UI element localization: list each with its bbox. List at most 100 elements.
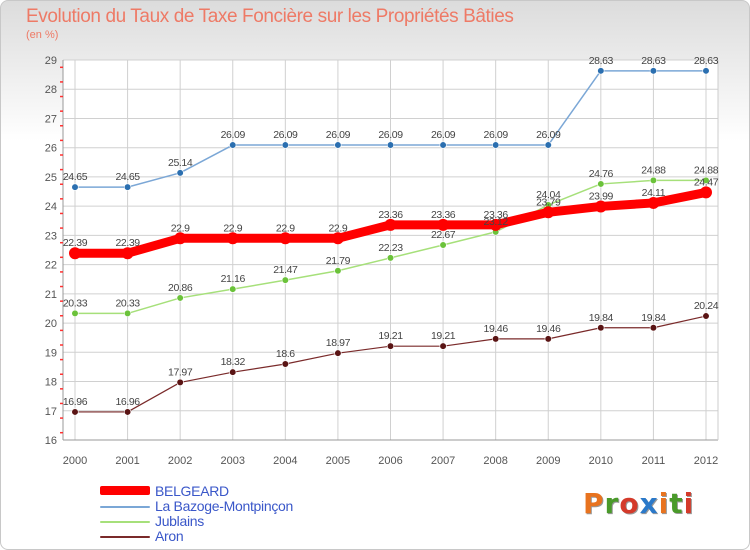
data-point [492, 335, 500, 343]
data-label: 22.39 [115, 237, 140, 249]
data-label: 24.04 [536, 189, 561, 201]
legend-swatch [100, 521, 150, 523]
data-label: 22.9 [328, 222, 347, 234]
data-label: 28.63 [641, 55, 666, 67]
legend-swatch [100, 486, 150, 495]
data-label: 22.9 [223, 222, 242, 234]
data-point [334, 141, 342, 149]
proxiti-logo: Proxiti [583, 487, 694, 520]
data-label: 23.79 [536, 196, 561, 208]
data-label: 26.09 [431, 129, 456, 141]
data-point [229, 368, 237, 376]
x-tick-label: 2004 [273, 455, 297, 467]
data-point [700, 186, 712, 199]
data-label: 19.84 [589, 312, 614, 324]
y-tick-label: 22 [45, 260, 57, 272]
data-label: 20.86 [168, 282, 193, 294]
data-label: 23.12 [484, 216, 509, 228]
logo-letter: t [669, 487, 684, 520]
data-point [437, 218, 450, 231]
data-label: 24.88 [641, 164, 666, 176]
y-tick-label: 28 [45, 84, 57, 96]
data-point [176, 294, 184, 302]
data-point [439, 241, 447, 249]
data-label: 26.09 [484, 129, 509, 141]
chart-unit: (en %) [26, 29, 59, 41]
data-label: 22.67 [431, 229, 456, 241]
x-tick-label: 2007 [431, 455, 455, 467]
data-label: 26.09 [326, 129, 351, 141]
data-label: 23.36 [378, 209, 403, 221]
x-tick-label: 2009 [536, 455, 560, 467]
data-label: 20.24 [694, 300, 719, 312]
x-tick-label: 2000 [63, 455, 87, 467]
logo-letter: o [619, 487, 640, 520]
data-label: 19.21 [378, 330, 403, 342]
data-label: 24.65 [63, 171, 88, 183]
x-tick-label: 2006 [378, 455, 402, 467]
data-label: 19.21 [431, 330, 456, 342]
data-label: 22.9 [276, 222, 295, 234]
data-point [702, 67, 710, 75]
data-point [492, 141, 500, 149]
y-tick-label: 16 [45, 435, 57, 447]
x-tick-label: 2010 [589, 455, 613, 467]
legend-label: BELGEARD [155, 483, 229, 499]
data-label: 23.36 [431, 209, 456, 221]
data-point [71, 309, 79, 318]
data-point [594, 200, 607, 213]
data-point [279, 232, 292, 245]
data-point [647, 196, 660, 209]
data-point [176, 378, 184, 387]
y-tick-label: 24 [45, 201, 57, 213]
legend-label: Aron [155, 528, 184, 544]
data-label: 26.09 [221, 129, 246, 141]
y-tick-label: 18 [45, 377, 57, 389]
data-label: 23.99 [589, 190, 614, 202]
data-point [597, 324, 605, 332]
data-label: 19.46 [484, 323, 509, 335]
data-point [386, 141, 395, 149]
data-label: 26.09 [378, 129, 403, 141]
logo-letter: x [639, 487, 659, 520]
data-point [226, 232, 239, 245]
legend-swatch [100, 506, 150, 508]
data-label: 24.65 [115, 171, 140, 183]
data-point [331, 232, 344, 245]
data-point [229, 141, 237, 149]
data-point [71, 183, 79, 191]
data-point [386, 254, 395, 262]
data-point [544, 335, 552, 343]
data-point [702, 176, 710, 185]
data-point [123, 309, 132, 318]
data-label: 21.16 [221, 273, 246, 285]
x-tick-label: 2003 [221, 455, 245, 467]
data-label: 19.84 [641, 312, 666, 324]
data-point [649, 324, 658, 332]
data-label: 28.63 [694, 55, 719, 67]
data-point [281, 141, 289, 149]
data-label: 26.09 [536, 129, 561, 141]
y-tick-label: 29 [45, 55, 57, 67]
data-label: 16.96 [115, 396, 140, 408]
y-tick-label: 17 [45, 406, 57, 418]
y-tick-label: 21 [45, 289, 57, 301]
logo-letter: P [583, 487, 605, 520]
data-label: 22.9 [171, 222, 190, 234]
data-point [174, 232, 187, 245]
logo-letter: i [658, 487, 670, 520]
y-tick-label: 23 [45, 230, 57, 242]
data-label: 21.47 [273, 264, 298, 276]
y-tick-label: 25 [45, 172, 57, 184]
data-point [649, 67, 658, 75]
data-point [71, 408, 79, 416]
y-tick-label: 20 [45, 318, 57, 330]
data-point [439, 342, 447, 350]
data-point [229, 285, 237, 293]
data-point [176, 169, 184, 177]
chart-title: Evolution du Taux de Taxe Foncière sur l… [26, 6, 514, 27]
data-point [121, 247, 134, 260]
x-tick-label: 2005 [326, 455, 350, 467]
data-label: 17.97 [168, 366, 193, 378]
x-tick-label: 2002 [168, 455, 192, 467]
